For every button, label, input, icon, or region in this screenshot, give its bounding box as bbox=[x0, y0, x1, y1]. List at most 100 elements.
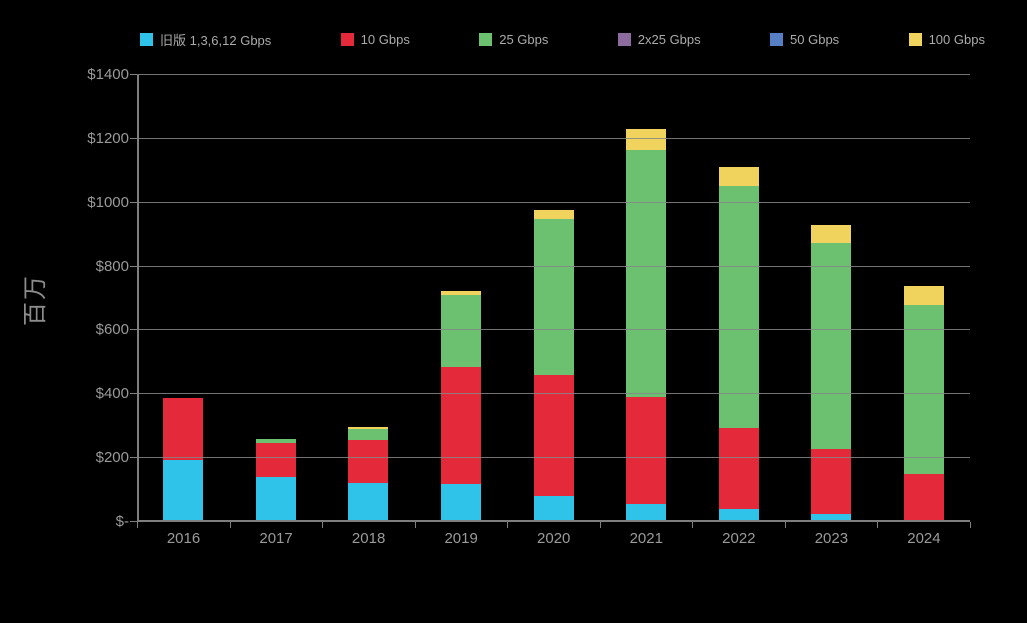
bar-segment-2018-series-1 bbox=[348, 440, 388, 484]
bar-segment-2019-series-0 bbox=[441, 484, 481, 522]
chart-legend: 旧版 1,3,6,12 Gbps 10 Gbps 25 Gbps 2x25 Gbps 5… bbox=[140, 30, 985, 48]
x-tick-6 bbox=[692, 522, 693, 528]
bar-2024 bbox=[904, 75, 944, 522]
bar-segment-2020-series-5 bbox=[534, 210, 574, 219]
bar-2020 bbox=[534, 75, 574, 522]
y-tick-1400 bbox=[130, 74, 137, 75]
bar-segment-2017-series-2 bbox=[256, 439, 296, 444]
x-axis-tick-label: 2018 bbox=[351, 530, 386, 547]
legend-label: 25 Gbps bbox=[499, 31, 549, 47]
y-axis-tick-label: $800 bbox=[95, 257, 129, 275]
x-axis-tick-label: 2019 bbox=[444, 530, 478, 547]
x-tick-7 bbox=[785, 522, 786, 528]
y-tick-600 bbox=[130, 329, 137, 331]
y-axis-tick-label: $1000 bbox=[87, 193, 129, 211]
x-axis-tick-label: 2021 bbox=[629, 530, 663, 547]
bar-segment-2018-series-2 bbox=[348, 429, 388, 441]
gridline-1200 bbox=[137, 137, 970, 139]
legend-label: 10 Gbps bbox=[360, 31, 410, 47]
x-axis-tick-label: 2024 bbox=[907, 530, 941, 547]
bar-segment-2016-series-1 bbox=[163, 398, 203, 460]
x-tick-8 bbox=[877, 522, 878, 528]
bar-segment-2018-series-0 bbox=[348, 483, 388, 522]
bar-segment-2023-series-5 bbox=[811, 224, 851, 243]
gridline-400 bbox=[137, 393, 970, 395]
bar-segment-2021-series-5 bbox=[626, 128, 666, 150]
legend-label: 旧版 1,3,6,12 Gbps bbox=[160, 32, 272, 48]
x-axis-tick-label: 2016 bbox=[166, 530, 201, 547]
x-tick-0 bbox=[137, 522, 138, 528]
y-axis-tick-label: $1400 bbox=[87, 66, 129, 83]
bar-segment-2017-series-0 bbox=[256, 477, 296, 522]
bar-segment-2019-series-1 bbox=[441, 367, 481, 485]
legend-swatch-icon bbox=[908, 32, 922, 46]
legend-swatch-icon bbox=[140, 32, 153, 46]
x-axis-tick-label: 2020 bbox=[537, 530, 571, 547]
bar-segment-2020-series-0 bbox=[534, 496, 574, 522]
bar-segment-2023-series-2 bbox=[811, 242, 851, 450]
bar-segment-2022-series-2 bbox=[719, 185, 759, 429]
bar-segment-2024-series-2 bbox=[904, 304, 944, 475]
bar-segment-2019-series-2 bbox=[441, 294, 481, 368]
gridline-800 bbox=[137, 265, 970, 267]
bar-segment-2018-series-5 bbox=[348, 426, 388, 430]
y-tick-0 bbox=[130, 521, 137, 522]
bar-segment-2021-series-2 bbox=[626, 149, 666, 398]
bar-2022 bbox=[719, 75, 759, 522]
y-tick-1000 bbox=[130, 201, 137, 203]
gridline-600 bbox=[137, 329, 970, 331]
gridline-1000 bbox=[137, 201, 970, 203]
x-tick-5 bbox=[600, 522, 601, 528]
y-tick-400 bbox=[130, 393, 137, 395]
x-tick-3 bbox=[415, 522, 416, 528]
legend-swatch-icon bbox=[340, 32, 354, 46]
legend-label: 2x25 Gbps bbox=[637, 31, 701, 47]
legend-swatch-icon bbox=[479, 32, 493, 46]
bar-segment-2020-series-1 bbox=[534, 375, 574, 497]
x-axis-tick-label: 2023 bbox=[814, 530, 849, 547]
bar-segment-2021-series-0 bbox=[626, 503, 666, 522]
bar-segment-2016-series-0 bbox=[163, 459, 203, 522]
y-axis-tick-label: $- bbox=[115, 513, 129, 530]
bar-2017 bbox=[256, 75, 296, 522]
x-axis-tick-label: 2017 bbox=[259, 530, 293, 547]
bar-segment-2017-series-1 bbox=[256, 443, 296, 478]
legend-swatch-icon bbox=[617, 32, 631, 46]
y-tick-800 bbox=[130, 265, 137, 267]
bar-segment-2022-series-0 bbox=[719, 509, 759, 522]
bar-segment-2020-series-2 bbox=[534, 219, 574, 376]
bar-segment-2022-series-5 bbox=[719, 167, 759, 186]
legend-item-3: 2x25 Gbps bbox=[617, 31, 701, 47]
x-axis-line bbox=[137, 520, 970, 522]
y-axis-title: 百万 bbox=[22, 274, 49, 326]
x-tick-9 bbox=[970, 522, 971, 528]
legend-item-2: 25 Gbps bbox=[479, 32, 548, 47]
gridline-1400 bbox=[137, 74, 970, 75]
bar-2018 bbox=[348, 75, 388, 522]
bar-segment-2021-series-1 bbox=[626, 397, 666, 504]
bar-segment-2024-series-5 bbox=[904, 285, 944, 305]
y-tick-1200 bbox=[130, 137, 137, 139]
bar-segment-2022-series-1 bbox=[719, 428, 759, 510]
bar-2019 bbox=[441, 75, 481, 522]
bar-2021 bbox=[626, 75, 666, 522]
bar-segment-2019-series-5 bbox=[441, 290, 481, 295]
legend-item-5: 100 Gbps bbox=[908, 32, 985, 47]
legend-item-1: 10 Gbps bbox=[340, 31, 410, 47]
y-axis-tick-label: $400 bbox=[95, 385, 129, 403]
x-tick-2 bbox=[322, 522, 323, 528]
y-axis-line bbox=[137, 75, 139, 522]
gridline-200 bbox=[137, 457, 970, 459]
legend-label: 50 Gbps bbox=[790, 31, 840, 47]
bar-2023 bbox=[811, 75, 851, 522]
legend-item-0: 旧版 1,3,6,12 Gbps bbox=[140, 30, 271, 49]
x-tick-1 bbox=[230, 522, 231, 528]
y-axis-tick-label: $600 bbox=[95, 321, 129, 339]
x-axis-tick-label: 2022 bbox=[722, 530, 756, 547]
y-axis-tick-label: $1200 bbox=[87, 129, 129, 147]
plot-area bbox=[130, 74, 971, 528]
bar-segment-2023-series-1 bbox=[811, 449, 851, 515]
x-tick-4 bbox=[507, 522, 508, 528]
y-tick-200 bbox=[130, 457, 137, 459]
